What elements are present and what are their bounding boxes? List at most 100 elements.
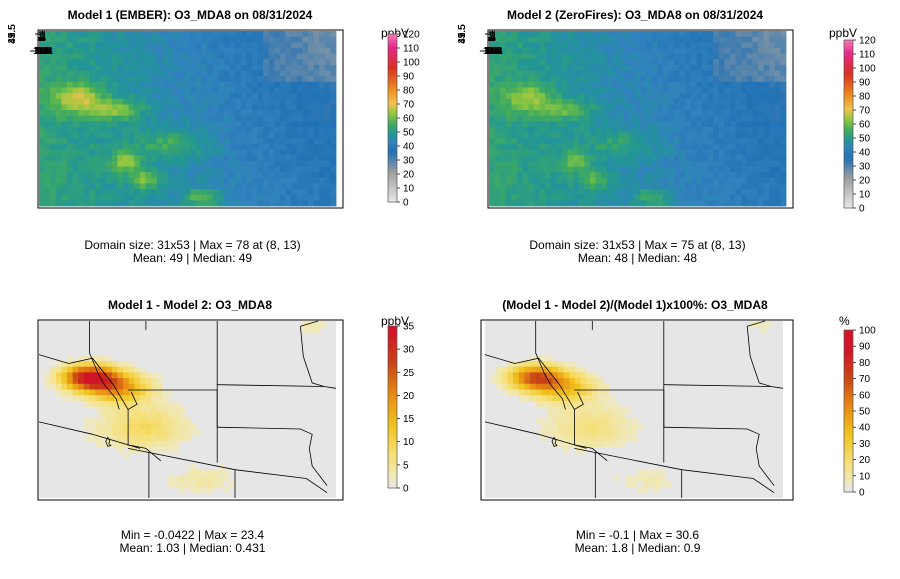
grid-cell: [139, 366, 146, 373]
grid-cell: [111, 166, 118, 173]
grid-cell: [61, 59, 68, 66]
grid-cell: [240, 47, 247, 54]
grid-cell: [50, 110, 57, 117]
grid-cell: [134, 189, 141, 196]
grid-cell: [556, 183, 563, 190]
grid-cell: [117, 183, 124, 190]
grid-cell: [218, 93, 225, 100]
grid-cell: [285, 53, 292, 60]
grid-cell: [662, 93, 669, 100]
grid-cell: [561, 70, 568, 77]
grid-cell: [774, 98, 781, 105]
grid-cell: [212, 64, 219, 71]
grid-cell: [173, 194, 180, 201]
grid-cell: [296, 81, 303, 88]
grid-cell: [707, 64, 714, 71]
grid-cell: [95, 395, 102, 402]
grid-cell: [668, 47, 675, 54]
grid-cell: [517, 53, 524, 60]
grid-cell: [535, 418, 542, 425]
grid-cell: [67, 183, 74, 190]
grid-cell: [707, 177, 714, 184]
grid-cell: [690, 59, 697, 66]
grid-cell: [757, 115, 764, 122]
grid-cell: [657, 59, 664, 66]
grid-cell: [55, 42, 62, 49]
grid-cell: [679, 42, 686, 49]
grid-cell: [257, 121, 264, 128]
grid-cell: [601, 47, 608, 54]
grid-cell: [601, 143, 608, 150]
grid-cell: [741, 126, 748, 134]
grid-cell: [612, 59, 619, 66]
grid-cell: [668, 81, 675, 88]
grid-cell: [111, 378, 118, 385]
grid-cell: [595, 98, 602, 105]
grid-cell: [179, 418, 186, 425]
grid-cell: [134, 412, 141, 419]
x-tick-label: -111: [31, 46, 50, 57]
grid-cell: [89, 121, 96, 128]
grid-cell: [505, 138, 512, 145]
grid-cell: [679, 155, 686, 162]
grid-cell: [268, 189, 275, 196]
grid-cell: [229, 81, 236, 88]
grid-cell: [190, 194, 197, 201]
grid-cell: [591, 395, 598, 402]
grid-cell: [72, 42, 79, 49]
grid-cell: [207, 469, 214, 476]
grid-cell: [657, 87, 664, 94]
grid-cell: [218, 480, 225, 487]
grid-cell: [151, 194, 158, 201]
grid-cell: [741, 110, 748, 117]
grid-cell: [291, 166, 298, 173]
grid-cell: [201, 486, 208, 493]
grid-cell: [623, 70, 630, 77]
grid-cell: [100, 160, 107, 167]
grid-cell: [629, 42, 636, 49]
grid-cell: [257, 47, 264, 54]
grid-cell: [285, 200, 292, 207]
grid-cell: [511, 194, 518, 201]
grid-cell: [296, 70, 303, 77]
grid-cell: [139, 183, 146, 190]
grid-cell: [78, 183, 85, 190]
x-tick-label: -97: [487, 46, 502, 57]
grid-cell: [257, 81, 264, 88]
grid-cell: [634, 115, 641, 122]
grid-cell: [578, 36, 585, 43]
grid-cell: [545, 76, 552, 83]
grid-cell: [533, 166, 540, 173]
state-border: [217, 426, 328, 486]
grid-cell: [580, 412, 587, 419]
grid-cell: [550, 183, 557, 190]
grid-cell: [494, 149, 501, 156]
grid-cell: [629, 93, 636, 100]
grid-cell: [533, 115, 540, 122]
grid-cell: [690, 126, 697, 134]
state-border: [484, 354, 584, 411]
grid-cell: [617, 160, 624, 167]
grid-cell: [690, 110, 697, 117]
grid-cell: [500, 98, 507, 105]
grid-cell: [528, 115, 535, 122]
grid-cell: [724, 36, 731, 43]
grid-cell: [724, 93, 731, 100]
grid-cell: [55, 76, 62, 83]
grid-cell: [201, 132, 208, 139]
grid-cell: [545, 160, 552, 167]
grid-cell: [291, 189, 298, 196]
grid-cell: [603, 429, 610, 436]
grid-cell: [679, 98, 686, 105]
grid-cell: [268, 138, 275, 145]
grid-cell: [83, 53, 90, 60]
grid-cell: [134, 177, 141, 184]
grid-cell: [162, 42, 169, 49]
grid-cell: [72, 76, 79, 83]
grid-cell: [489, 110, 495, 117]
grid-cell: [319, 115, 326, 122]
grid-cell: [55, 183, 62, 190]
grid-cell: [179, 47, 186, 54]
grid-cell: [268, 47, 275, 54]
grid-cell: [128, 36, 135, 43]
